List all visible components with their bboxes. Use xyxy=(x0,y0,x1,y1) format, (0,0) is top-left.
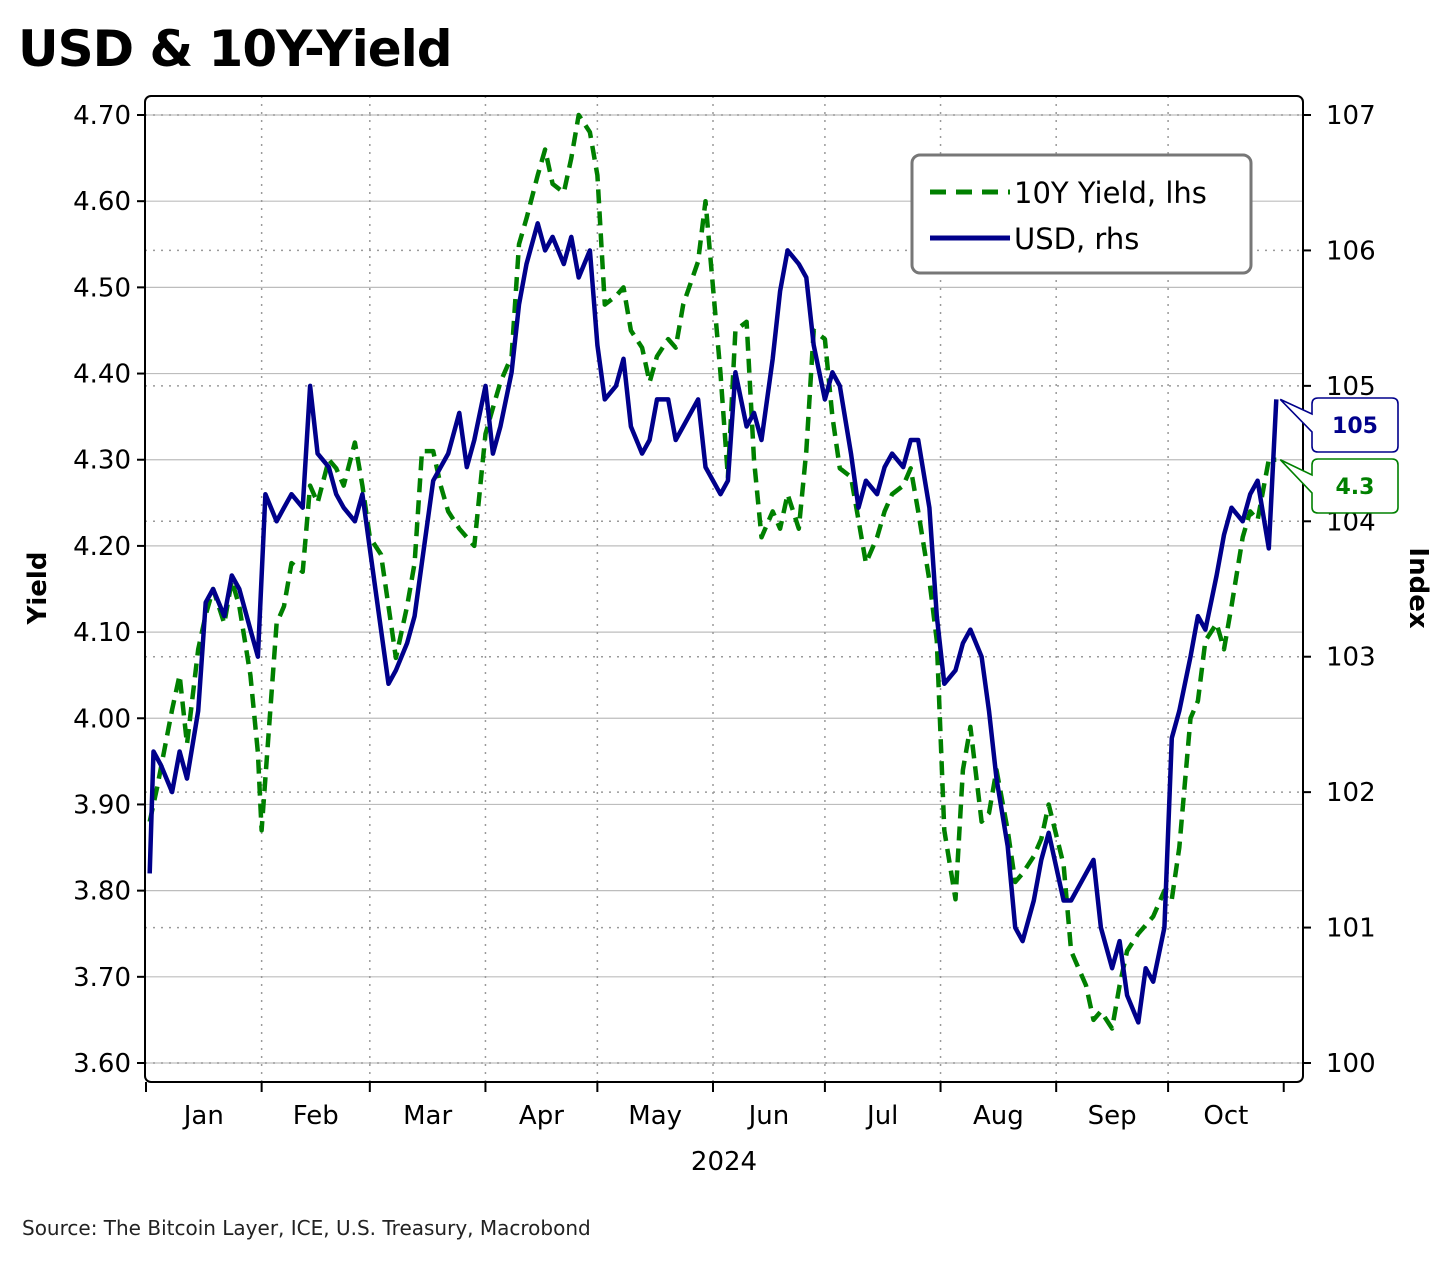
left-tick-label: 4.50 xyxy=(73,273,131,303)
chart-title: USD & 10Y-Yield xyxy=(18,20,453,78)
left-tick-label: 4.30 xyxy=(73,446,131,476)
right-tick-label: 106 xyxy=(1326,236,1376,266)
usd-last-value-label: 105 xyxy=(1332,414,1378,439)
month-label: Jun xyxy=(747,1101,790,1131)
source-note: Source: The Bitcoin Layer, ICE, U.S. Tre… xyxy=(22,1216,591,1240)
left-tick-label: 3.60 xyxy=(73,1049,131,1079)
left-axis: 4.70 4.60 4.50 4.40 4.30 4.20 4.10 4.00 3.90 3.80… xyxy=(73,101,145,1079)
month-label: Oct xyxy=(1203,1101,1248,1131)
right-tick-label: 105 xyxy=(1326,372,1376,402)
plot-frame xyxy=(144,95,1304,1083)
left-tick-label: 3.70 xyxy=(73,963,131,993)
left-tick-label: 4.00 xyxy=(73,704,131,734)
left-tick-label: 4.10 xyxy=(73,618,131,648)
x-axis-title: 2024 xyxy=(691,1147,757,1177)
last-value-callouts: 105 4.3 xyxy=(1279,397,1399,514)
month-label: Jul xyxy=(865,1101,898,1131)
right-tick-label: 103 xyxy=(1326,643,1376,673)
right-tick-label: 100 xyxy=(1326,1049,1376,1079)
month-label: Jan xyxy=(182,1101,224,1131)
month-label: Feb xyxy=(293,1101,339,1131)
right-tick-label: 101 xyxy=(1326,914,1376,944)
yield-last-value-box xyxy=(1279,458,1399,514)
right-tick-label: 102 xyxy=(1326,778,1376,808)
left-tick-label: 4.70 xyxy=(73,101,131,131)
legend: 10Y Yield, lhs USD, rhs xyxy=(910,153,1253,275)
usd-series-line xyxy=(147,221,1279,1025)
month-label: Sep xyxy=(1088,1101,1137,1131)
left-tick-label: 4.40 xyxy=(73,360,131,390)
yield-series-line xyxy=(147,112,1277,1031)
left-tick-label: 4.60 xyxy=(73,187,131,217)
left-axis-title: Yield xyxy=(23,552,53,626)
left-tick-label: 3.90 xyxy=(73,790,131,820)
month-label: May xyxy=(628,1101,682,1131)
legend-usd-label: USD, rhs xyxy=(1014,222,1139,256)
usd-last-value-box xyxy=(1279,397,1399,453)
series-layer xyxy=(147,112,1279,1031)
month-label: Aug xyxy=(973,1101,1024,1131)
grid-layer xyxy=(145,96,1303,1082)
x-axis: Jan Feb Mar Apr May Jun Jul Aug Sep Oct xyxy=(145,1082,1285,1131)
legend-box xyxy=(910,153,1253,275)
left-tick-label: 3.80 xyxy=(73,877,131,907)
yield-last-value-label: 4.3 xyxy=(1336,475,1375,500)
left-tick-label: 4.20 xyxy=(73,532,131,562)
month-label: Mar xyxy=(403,1101,452,1131)
right-tick-label: 107 xyxy=(1326,101,1376,131)
right-axis-title: Index xyxy=(1403,547,1433,628)
month-label: Apr xyxy=(519,1101,564,1131)
legend-yield-label: 10Y Yield, lhs xyxy=(1014,176,1207,210)
